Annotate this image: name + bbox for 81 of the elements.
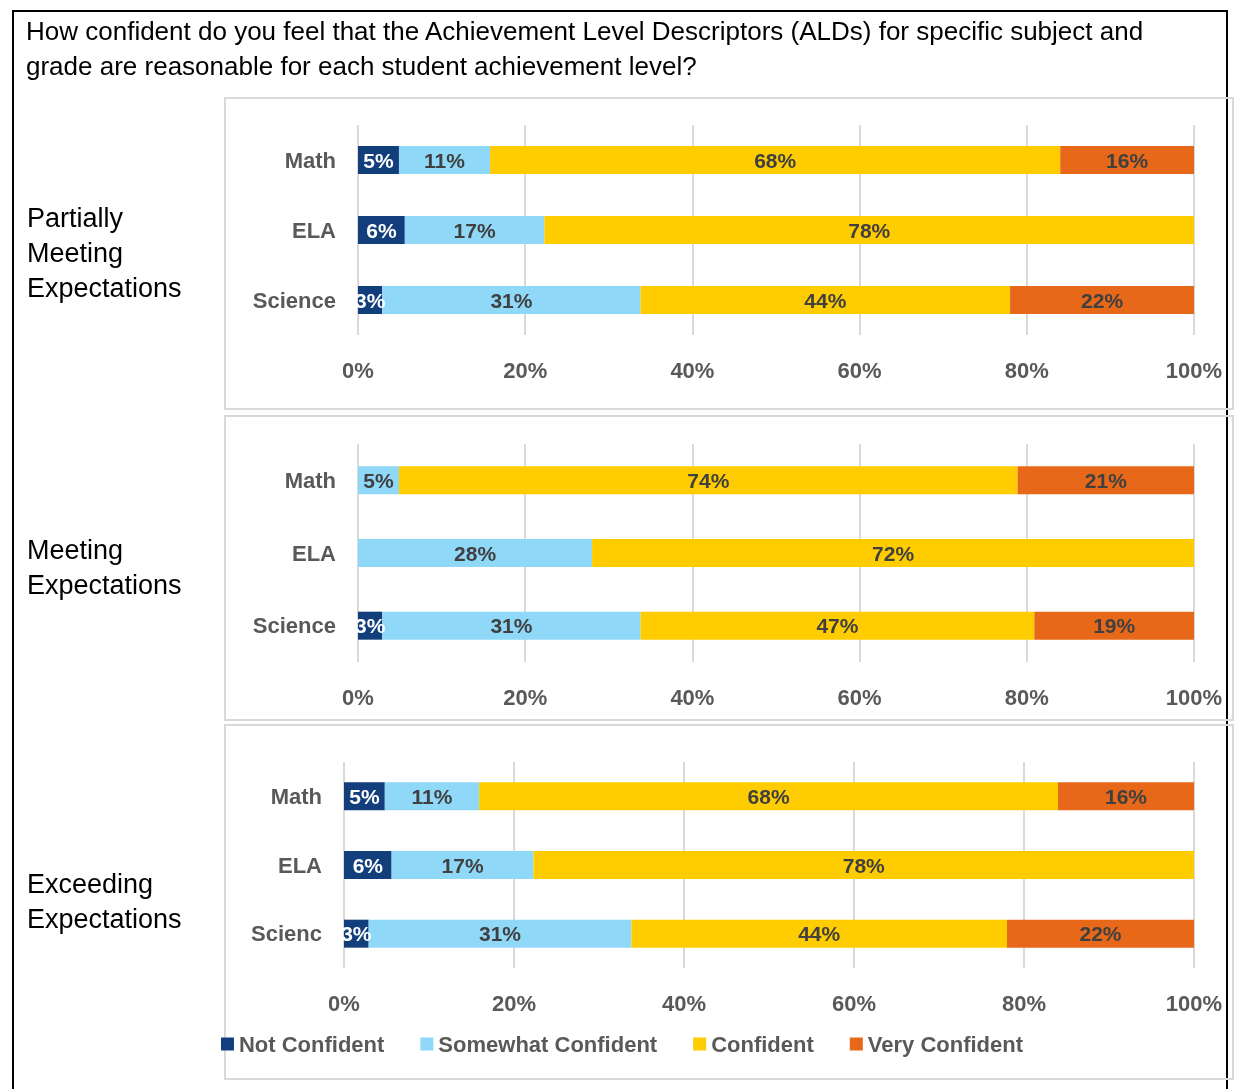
- bar: [391, 851, 534, 879]
- data-label: 68%: [754, 148, 797, 172]
- bar: [490, 146, 1061, 174]
- data-label: 68%: [747, 784, 790, 808]
- x-tick-label: 40%: [661, 990, 707, 1016]
- bar: [358, 539, 593, 567]
- bar: [398, 466, 1018, 495]
- data-label: 78%: [848, 218, 891, 242]
- x-tick-label: 0%: [328, 990, 360, 1016]
- bar: [640, 286, 1011, 314]
- bar: [1010, 286, 1194, 314]
- data-label: 11%: [411, 784, 453, 808]
- data-label: 11%: [424, 148, 466, 172]
- y-tick-label: ELA: [292, 540, 337, 566]
- bar: [533, 851, 1194, 879]
- x-tick-label: 100%: [1165, 684, 1223, 710]
- data-label: 6%: [366, 218, 397, 242]
- x-tick-label: 20%: [491, 990, 537, 1016]
- y-axis-title: Partially Meeting Expectations: [27, 203, 182, 303]
- x-tick-label: 40%: [670, 357, 715, 383]
- data-label: 31%: [490, 288, 533, 312]
- bar: [544, 216, 1194, 244]
- y-tick-label: Science: [252, 287, 336, 313]
- legend-label: Confident: [711, 1031, 815, 1057]
- data-label: 44%: [804, 288, 847, 312]
- bar: [1060, 146, 1194, 174]
- bar: [631, 919, 1007, 948]
- legend-label: Not Confident: [238, 1031, 386, 1057]
- x-tick-label: 0%: [342, 357, 374, 383]
- x-tick-label: 100%: [1165, 357, 1223, 383]
- y-tick-label: Math: [284, 467, 336, 493]
- data-label: 17%: [441, 853, 484, 877]
- x-tick-label: 80%: [1004, 357, 1049, 383]
- data-label: 19%: [1093, 614, 1136, 638]
- data-label: 31%: [478, 922, 522, 946]
- data-label: 22%: [1079, 922, 1122, 946]
- data-label: 21%: [1084, 468, 1128, 492]
- x-tick-label: 40%: [670, 684, 715, 710]
- data-label: 72%: [872, 541, 915, 565]
- bar: [479, 782, 1058, 811]
- data-label: 22%: [1081, 288, 1124, 312]
- x-tick-label: 20%: [503, 684, 548, 710]
- x-tick-label: 0%: [342, 684, 374, 710]
- x-tick-label: 60%: [837, 357, 882, 383]
- x-tick-label: 60%: [831, 990, 877, 1016]
- legend-label: Somewhat Confident: [438, 1031, 658, 1057]
- bar: [1007, 919, 1194, 948]
- legend-label: Very Confident: [867, 1031, 1024, 1057]
- data-label: 74%: [687, 468, 730, 492]
- data-label: 5%: [363, 148, 394, 172]
- y-axis-title: Exceeding Expectations: [27, 868, 182, 934]
- y-tick-label: ELA: [292, 217, 337, 243]
- x-tick-label: 100%: [1165, 990, 1223, 1016]
- x-tick-label: 20%: [503, 357, 548, 383]
- bar: [1017, 466, 1194, 495]
- bar: [1058, 782, 1194, 811]
- data-label: 16%: [1106, 148, 1149, 172]
- data-label: 6%: [352, 853, 384, 877]
- data-label: 28%: [454, 541, 497, 565]
- x-tick-label: 80%: [1004, 684, 1049, 710]
- data-label: 47%: [816, 614, 859, 638]
- x-tick-label: 60%: [837, 684, 882, 710]
- data-label: 78%: [842, 853, 886, 877]
- data-label: 5%: [349, 784, 380, 808]
- y-tick-label: Scienc: [251, 921, 322, 947]
- y-tick-label: Math: [270, 783, 322, 809]
- data-label: 17%: [453, 218, 496, 242]
- data-label: 16%: [1104, 784, 1148, 808]
- bar: [640, 611, 1035, 640]
- data-label: 31%: [490, 614, 533, 638]
- y-tick-label: ELA: [278, 852, 323, 878]
- y-axis-title: Meeting Expectations: [27, 535, 182, 600]
- y-tick-label: Math: [284, 147, 336, 173]
- bar: [404, 216, 545, 244]
- bar: [592, 539, 1194, 567]
- y-tick-label: Science: [252, 613, 336, 639]
- chart-title: How confident do you feel that the Achievement Level Descriptors (ALDs) for specific subject and grade are reasonable for each student achievement level?: [26, 15, 1145, 83]
- data-label: 44%: [798, 922, 841, 946]
- data-label: 5%: [363, 468, 394, 492]
- bar: [1034, 611, 1194, 640]
- x-tick-label: 80%: [1001, 990, 1047, 1016]
